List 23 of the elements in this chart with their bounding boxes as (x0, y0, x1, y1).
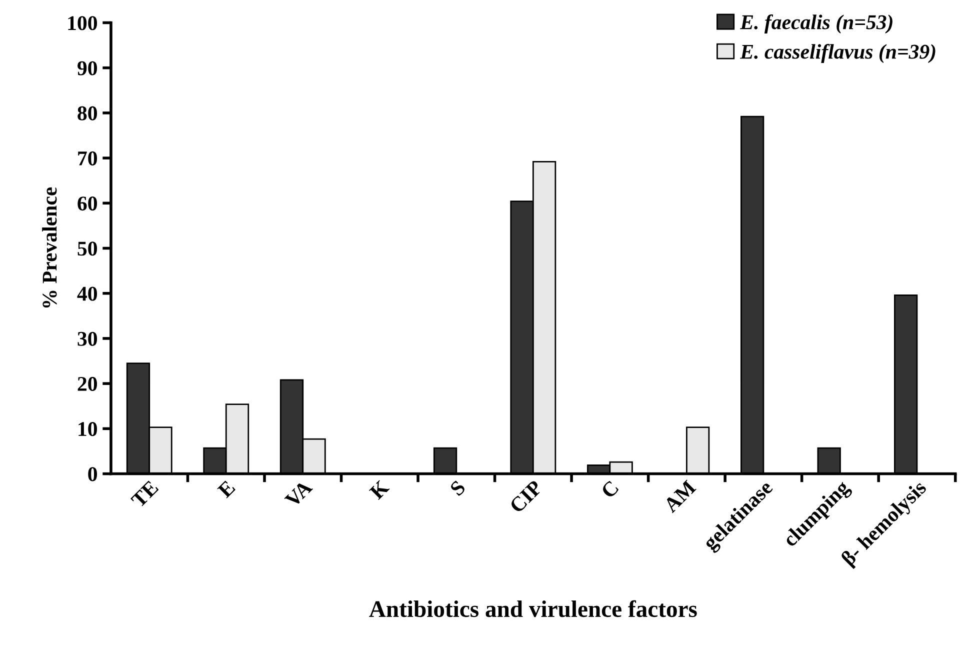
x-axis-title: Antibiotics and virulence factors (369, 600, 697, 618)
y-tick-label: 80 (78, 106, 97, 120)
x-tick-label: VA (284, 479, 314, 508)
y-tick-label: 0 (88, 467, 97, 482)
legend-label: E. casseliflavus (n=39) (740, 44, 936, 64)
x-tick-label: E (217, 480, 236, 498)
y-axis-title: % Prevalence (42, 187, 57, 308)
y-tick-label: 100 (68, 16, 97, 30)
y-tick-label: 20 (78, 376, 97, 391)
x-tick-label: S (449, 480, 466, 496)
y-tick-label: 90 (78, 61, 97, 76)
y-tick-label: 70 (78, 151, 97, 166)
legend-label: E. faecalis (n=53) (740, 14, 892, 34)
y-tick-label: 10 (78, 422, 97, 436)
y-tick-label: 50 (78, 242, 97, 256)
x-tick-label: C (600, 480, 620, 499)
x-tick-label: K (369, 479, 390, 500)
x-tick-label: CIP (508, 480, 544, 514)
x-tick-label: AM (662, 480, 696, 514)
y-tick-label: 30 (78, 332, 97, 346)
y-tick-label: 40 (77, 286, 97, 301)
x-tick-label: TE (130, 480, 159, 508)
y-tick-label: 60 (78, 196, 97, 211)
